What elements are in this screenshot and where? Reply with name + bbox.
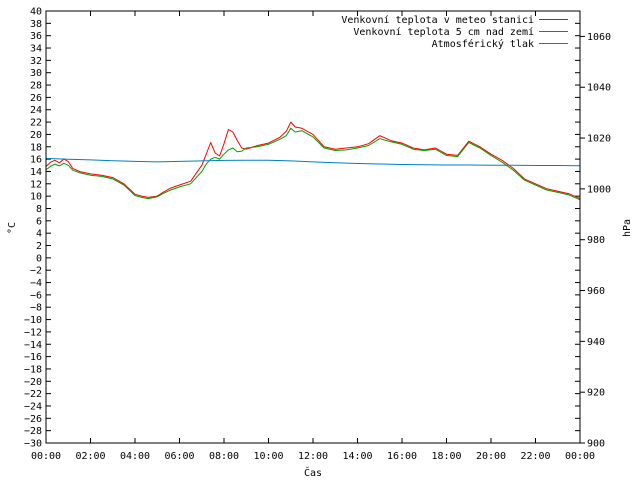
y-left-tick-label: −24 <box>24 401 42 412</box>
legend-label-3: Atmosférický tlak <box>432 38 534 50</box>
x-tick-label: 10:00 <box>253 451 283 462</box>
x-tick-label: 00:00 <box>565 451 595 462</box>
y-left-tick-label: −18 <box>24 364 42 375</box>
y-left-tick-label: −28 <box>24 426 42 437</box>
series-line-1 <box>45 121 581 200</box>
x-axis-label: Čas <box>304 466 322 479</box>
x-tick-label: 02:00 <box>75 451 105 462</box>
y-left-tick-label: 30 <box>30 68 42 79</box>
x-tick-label: 08:00 <box>209 451 239 462</box>
y-axis-right-label: hPa <box>622 219 633 237</box>
x-tick-label: 22:00 <box>520 451 550 462</box>
x-tick-label: 20:00 <box>476 451 506 462</box>
y-axis-left-ticks: −30−28−26−24−22−20−18−16−14−12−10−8−6−4−… <box>24 7 580 450</box>
x-tick-label: 12:00 <box>298 451 328 462</box>
x-tick-label: 04:00 <box>120 451 150 462</box>
y-left-tick-label: 0 <box>36 253 42 264</box>
x-axis-ticks: 00:00 02:00 04:00 06:00 08:00 10:00 12:00 14:00… <box>31 11 595 462</box>
y-axis-left-label: °C <box>7 222 18 234</box>
y-left-tick-label: 38 <box>30 19 42 30</box>
y-right-tick-label: 940 <box>587 337 605 348</box>
y-axis-right-ticks: 900 920 940 960 980 1000 1020 1040 1060 <box>580 32 611 450</box>
x-tick-label: 14:00 <box>342 451 372 462</box>
x-tick-label: 16:00 <box>387 451 417 462</box>
y-left-tick-label: 6 <box>36 216 42 227</box>
legend: Venkovní teplota v meteo staniciVenkovní… <box>341 14 568 50</box>
y-left-tick-label: 20 <box>30 130 42 141</box>
y-left-tick-label: −10 <box>24 315 42 326</box>
y-right-tick-label: 1000 <box>587 184 611 195</box>
y-left-tick-label: 32 <box>30 56 42 67</box>
y-left-tick-label: 4 <box>36 229 42 240</box>
y-left-tick-label: 28 <box>30 81 42 92</box>
y-left-tick-label: 18 <box>30 142 42 153</box>
y-left-tick-label: −2 <box>30 266 42 277</box>
x-tick-label: 18:00 <box>431 451 461 462</box>
y-right-tick-label: 1040 <box>587 83 611 94</box>
y-left-tick-label: 2 <box>36 241 42 252</box>
y-left-tick-label: 24 <box>30 105 42 116</box>
y-left-tick-label: 34 <box>30 44 42 55</box>
y-left-tick-label: −14 <box>24 340 42 351</box>
y-right-tick-label: 900 <box>587 439 605 450</box>
y-left-tick-label: −16 <box>24 352 42 363</box>
series-line-3 <box>45 157 581 167</box>
y-left-tick-label: 22 <box>30 118 42 129</box>
series-line-2 <box>45 127 581 201</box>
y-left-tick-label: −22 <box>24 389 42 400</box>
y-left-tick-label: 10 <box>30 192 42 203</box>
y-left-tick-label: 12 <box>30 179 42 190</box>
y-left-tick-label: −6 <box>30 290 42 301</box>
y-left-tick-label: 26 <box>30 93 42 104</box>
y-right-tick-label: 1060 <box>587 32 611 43</box>
y-left-tick-label: −30 <box>24 439 42 450</box>
y-left-tick-label: −4 <box>30 278 42 289</box>
y-left-tick-label: 14 <box>30 167 42 178</box>
y-left-tick-label: 36 <box>30 31 42 42</box>
y-left-tick-label: −26 <box>24 414 42 425</box>
plot-frame <box>45 10 581 444</box>
legend-label-1: Venkovní teplota v meteo stanici <box>341 14 534 26</box>
x-tick-label: 00:00 <box>31 451 61 462</box>
series-lines <box>45 121 581 201</box>
y-right-tick-label: 980 <box>587 235 605 246</box>
y-right-tick-label: 920 <box>587 388 605 399</box>
y-left-tick-label: −8 <box>30 303 42 314</box>
y-left-tick-label: 8 <box>36 204 42 215</box>
y-right-tick-label: 1020 <box>587 134 611 145</box>
y-left-tick-label: 16 <box>30 155 42 166</box>
x-tick-label: 06:00 <box>164 451 194 462</box>
legend-label-2: Venkovní teplota 5 cm nad zemí <box>353 26 534 38</box>
y-right-tick-label: 960 <box>587 286 605 297</box>
y-left-tick-label: −12 <box>24 327 42 338</box>
y-left-tick-label: 40 <box>30 7 42 18</box>
y-left-tick-label: −20 <box>24 377 42 388</box>
